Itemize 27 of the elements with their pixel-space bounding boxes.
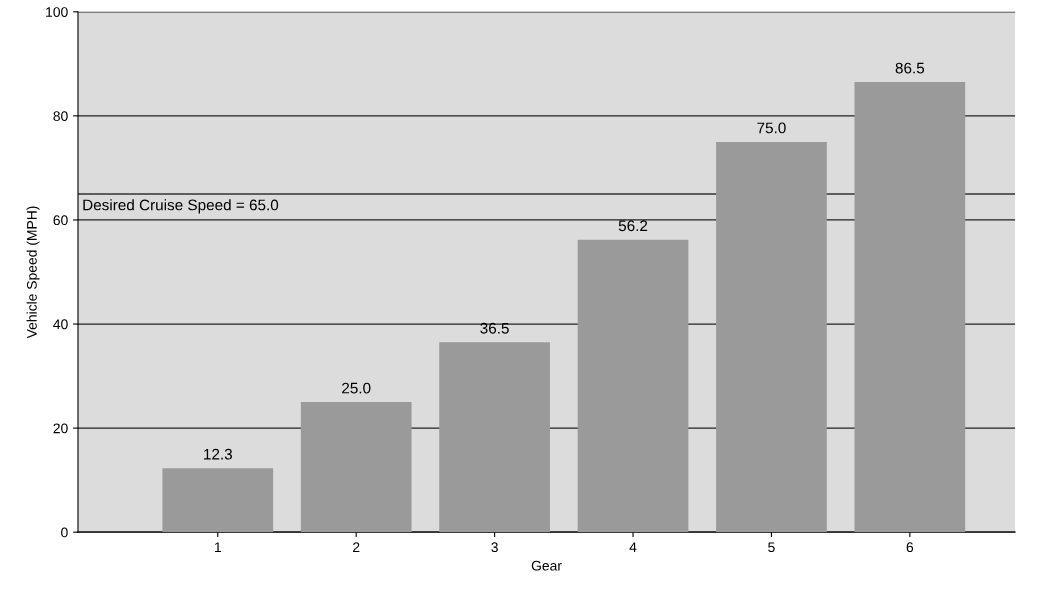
x-axis-title: Gear [531, 560, 562, 571]
y-tick-label: 40 [53, 319, 68, 330]
x-tick-label: 4 [629, 542, 637, 552]
ref-line-label: Desired Cruise Speed = 65.0 [83, 199, 279, 214]
bar [716, 141, 827, 533]
y-axis-title: Vehicle Speed (MPH) [26, 206, 40, 339]
y-tick-label: 20 [53, 423, 68, 434]
bar [162, 468, 274, 533]
x-tick-label: 2 [353, 542, 360, 552]
data-label: 75.0 [757, 122, 786, 134]
data-label: 36.5 [480, 322, 509, 334]
y-tick-label: 100 [46, 7, 68, 17]
y-tick-label: 80 [53, 111, 68, 122]
bar [854, 82, 966, 533]
y-tick-label: 0 [61, 527, 68, 538]
bar [577, 239, 689, 533]
x-tick-label: 5 [768, 542, 775, 553]
x-tick-label: 3 [491, 542, 498, 553]
data-label: 25.0 [342, 382, 371, 394]
bar [439, 342, 550, 533]
data-label: 86.5 [895, 62, 925, 74]
y-tick-label: 60 [53, 215, 68, 226]
data-label: 56.2 [618, 220, 648, 232]
x-tick-label: 1 [214, 542, 221, 552]
x-tick-label: 6 [906, 542, 914, 553]
bar [300, 402, 412, 533]
data-label: 12.3 [204, 448, 232, 460]
